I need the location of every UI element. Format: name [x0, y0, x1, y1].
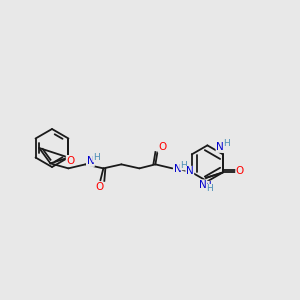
Text: N: N: [86, 156, 94, 167]
Text: N: N: [203, 182, 211, 191]
Text: H: H: [206, 184, 213, 194]
Text: O: O: [158, 142, 166, 152]
Text: H: H: [93, 153, 100, 162]
Text: N: N: [199, 180, 207, 190]
Text: N: N: [173, 164, 181, 174]
Text: N: N: [186, 167, 194, 176]
Text: H: H: [224, 139, 230, 148]
Text: O: O: [95, 182, 104, 192]
Text: H: H: [180, 161, 187, 170]
Text: O: O: [236, 167, 244, 176]
Text: N: N: [216, 142, 224, 152]
Text: O: O: [66, 155, 75, 166]
